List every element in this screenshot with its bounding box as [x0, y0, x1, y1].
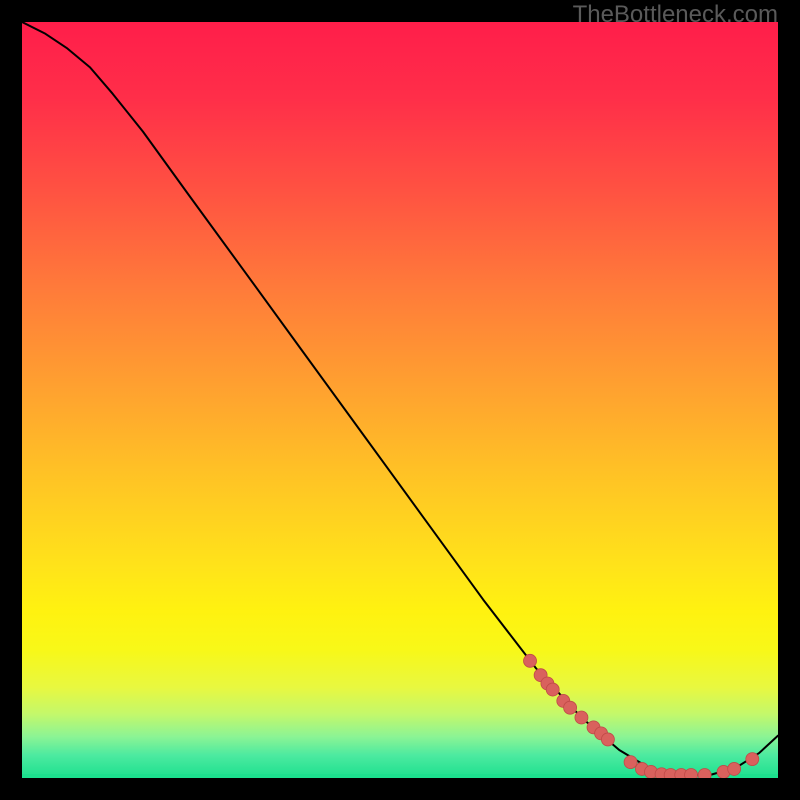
markers-group [524, 654, 759, 778]
curve-marker [685, 768, 698, 778]
curve-marker [575, 711, 588, 724]
plot-area [22, 22, 778, 778]
curve-marker [698, 768, 711, 778]
curve-layer [22, 22, 778, 778]
curve-marker [728, 762, 741, 775]
curve-marker [546, 683, 559, 696]
curve-marker [564, 701, 577, 714]
watermark-text: TheBottleneck.com [573, 1, 778, 29]
bottleneck-curve [22, 22, 778, 775]
curve-marker [601, 733, 614, 746]
chart-frame: TheBottleneck.com [0, 0, 800, 800]
curve-marker [624, 756, 637, 769]
curve-marker [524, 654, 537, 667]
curve-marker [746, 753, 759, 766]
